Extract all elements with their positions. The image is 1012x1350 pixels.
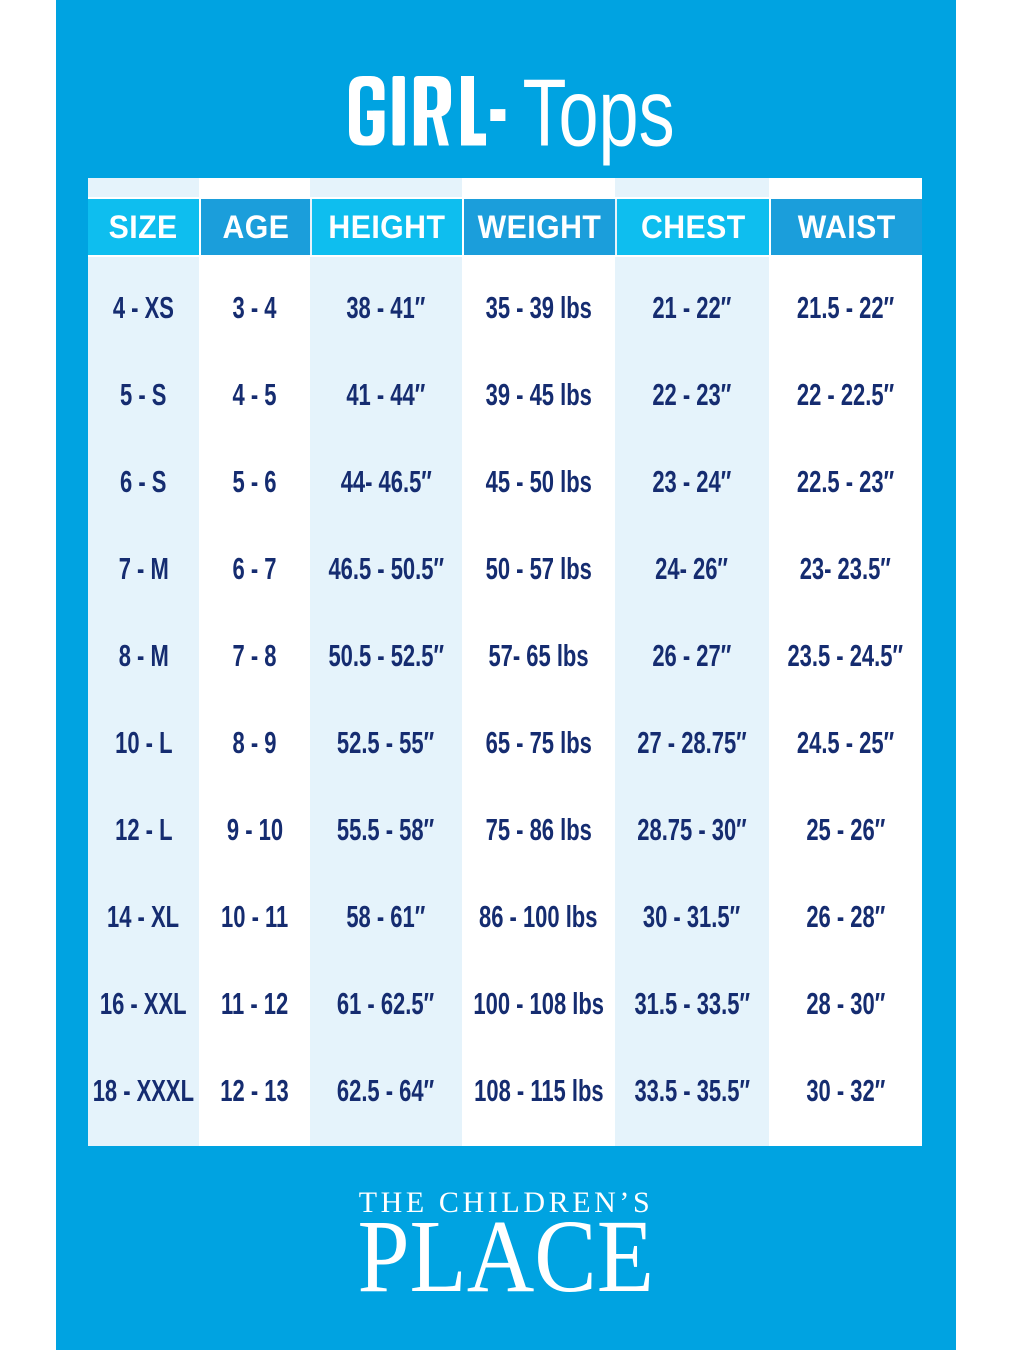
svg-text:Tops: Tops	[523, 60, 675, 166]
